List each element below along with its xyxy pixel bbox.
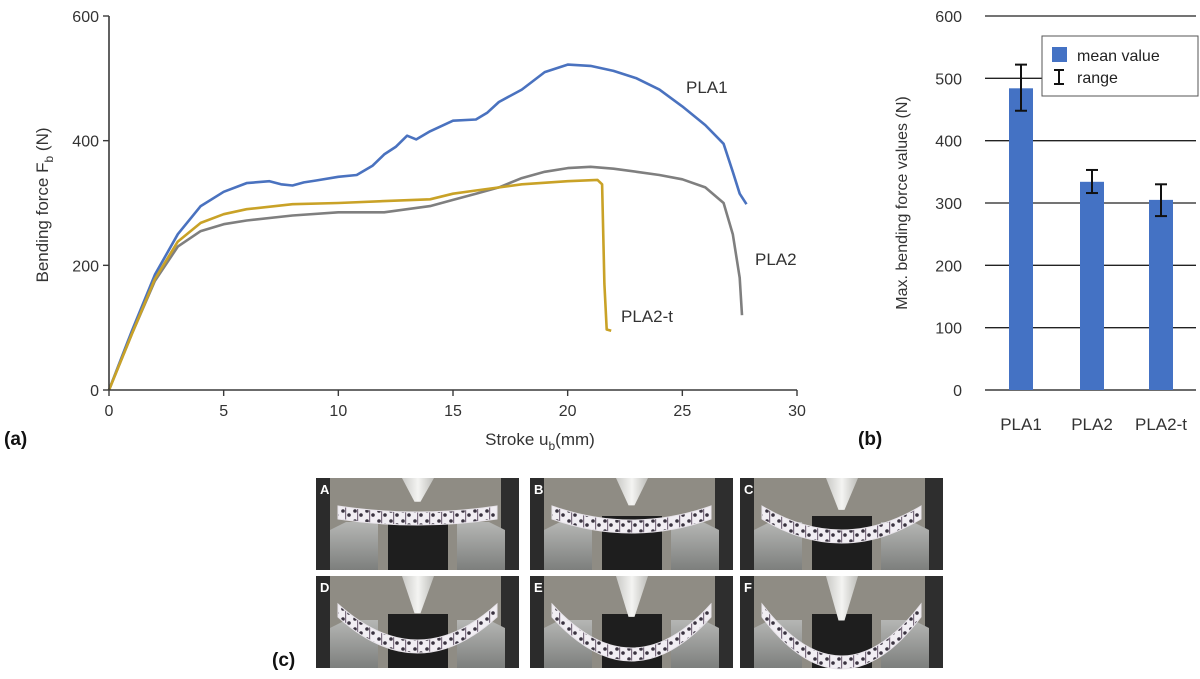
bar-chart-panel-b: 0 100 200 300 400 500 600 PLA1 PLA2 PLA2-t Max. … — [858, 9, 1199, 450]
y-tick-label: 200 — [935, 258, 962, 275]
photo-frame-e: E — [530, 576, 733, 668]
y-ticks: 0 200 400 600 — [72, 9, 109, 400]
y-tick-label: 100 — [935, 321, 962, 338]
lattice-specimen — [337, 602, 498, 654]
punch — [402, 478, 434, 502]
support-right — [881, 620, 929, 668]
photo-frame-f: F — [740, 576, 943, 670]
x-tick-label: 30 — [788, 403, 806, 420]
legend-swatch-mean — [1052, 47, 1067, 62]
y-ticks: 0 100 200 300 400 500 600 — [935, 9, 962, 400]
support-right — [671, 522, 719, 570]
y-axis-label: Max. bending force values (N) — [894, 96, 911, 309]
y-tick-label: 200 — [72, 258, 99, 275]
punch — [616, 576, 648, 617]
support-left — [754, 522, 802, 570]
photo-grid-panel-c: A B C D E F — [316, 478, 943, 670]
lattice-specimen — [761, 505, 922, 544]
punch — [402, 576, 434, 614]
error-bars — [1015, 63, 1167, 218]
line-series — [107, 63, 748, 391]
lattice-specimen — [337, 505, 498, 526]
legend-mean-label: mean value — [1077, 48, 1160, 65]
punch — [616, 478, 648, 506]
legend: mean value range — [1041, 35, 1199, 97]
category-label: PLA1 — [1000, 415, 1042, 434]
lattice-specimen — [551, 505, 712, 534]
series-label-pla1: PLA1 — [686, 78, 728, 97]
category-label: PLA2 — [1071, 415, 1113, 434]
series-label-pla2: PLA2 — [755, 250, 797, 269]
x-tick-label: 5 — [219, 403, 228, 420]
frame-label: E — [534, 580, 543, 595]
support-right — [881, 522, 929, 570]
photo-frame-a: A — [316, 478, 519, 570]
bar-pla1 — [1009, 88, 1033, 390]
legend-range-label: range — [1077, 70, 1118, 87]
panel-label-a: (a) — [4, 429, 27, 450]
frame-label: B — [534, 482, 543, 497]
series-line-pla1 — [107, 63, 748, 391]
x-axis-label: Stroke ub(mm) — [485, 430, 595, 453]
series-line-pla2 — [107, 165, 744, 391]
panel-label-c: (c) — [272, 650, 295, 671]
y-tick-label: 300 — [935, 196, 962, 213]
frame-label: F — [744, 580, 752, 595]
y-tick-label: 600 — [72, 9, 99, 26]
y-tick-label: 600 — [935, 9, 962, 26]
support-left — [544, 522, 592, 570]
support-right — [457, 522, 505, 570]
error-bar-pla2 — [1086, 168, 1098, 195]
error-bar-pla2-t — [1155, 183, 1167, 218]
frame-label: D — [320, 580, 329, 595]
x-tick-label: 20 — [559, 403, 577, 420]
photo-frame-c: C — [740, 478, 943, 570]
category-label: PLA2-t — [1135, 415, 1187, 434]
legend-range-icon — [1054, 69, 1064, 85]
frame-label: C — [744, 482, 754, 497]
y-tick-label: 0 — [90, 383, 99, 400]
frame-label: A — [320, 482, 330, 497]
error-bar-pla1 — [1015, 63, 1027, 112]
x-tick-label: 10 — [329, 403, 347, 420]
lattice-specimen — [761, 602, 922, 670]
series-line-pla2-t — [107, 178, 612, 391]
lattice-specimen — [551, 602, 712, 662]
y-tick-label: 0 — [953, 383, 962, 400]
photo-frame-d: D — [316, 576, 519, 668]
x-tick-label: 25 — [673, 403, 691, 420]
y-tick-label: 400 — [72, 134, 99, 151]
line-chart-panel-a: 0 5 10 15 20 25 30 0 200 400 600 Stroke ub(mm) Be… — [4, 9, 806, 453]
punch — [826, 576, 858, 621]
bars — [1009, 88, 1173, 390]
y-tick-label: 500 — [935, 71, 962, 88]
x-tick-label: 0 — [105, 403, 114, 420]
y-axis-label: Bending force Fb (N) — [33, 127, 56, 282]
category-labels: PLA1 PLA2 PLA2-t — [1000, 415, 1187, 434]
punch — [826, 478, 858, 510]
series-label-pla2-t: PLA2-t — [621, 307, 673, 326]
y-tick-label: 400 — [935, 134, 962, 151]
support-left — [330, 522, 378, 570]
support-left — [754, 620, 802, 668]
panel-label-b: (b) — [858, 429, 882, 450]
photo-frame-b: B — [530, 478, 733, 570]
legend-box — [1041, 35, 1199, 97]
x-ticks: 0 5 10 15 20 25 30 — [105, 390, 806, 420]
bar-pla2 — [1080, 181, 1104, 390]
bar-pla2-t — [1149, 199, 1173, 390]
x-tick-label: 15 — [444, 403, 462, 420]
